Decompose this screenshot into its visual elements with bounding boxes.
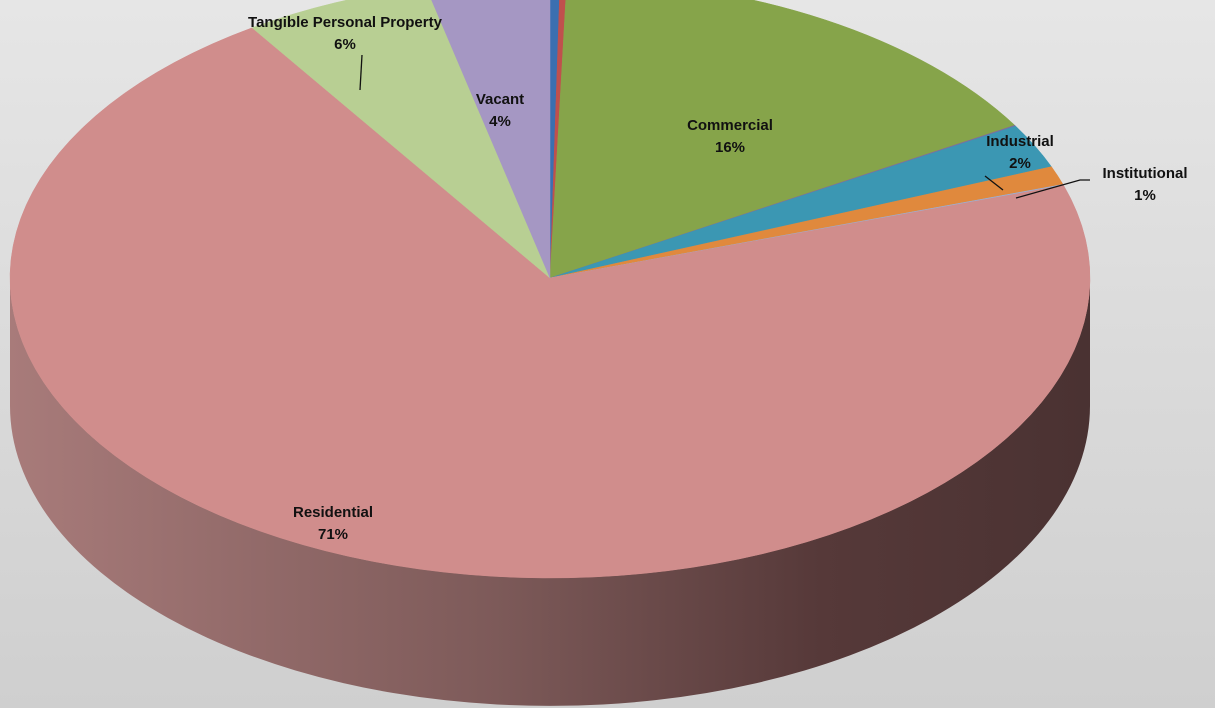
- pie-slice-vacant: [431, 0, 551, 279]
- slice-label-name-industrial: Industrial: [986, 133, 1054, 150]
- slice-label-value-commercial: 16%: [715, 139, 745, 156]
- slice-label-value-industrial: 2%: [1009, 155, 1031, 172]
- leader-line-institutional: [1015, 179, 1090, 199]
- pie-slice-slice-1: [549, 0, 566, 279]
- leader-line-industrial: [984, 175, 1004, 191]
- slice-label-name-residential: Residential: [293, 504, 373, 521]
- pie-side-wall: [10, 278, 1090, 706]
- slice-label-value-institutional: 1%: [1134, 187, 1156, 204]
- pie-slice-commercial: [549, 0, 1016, 279]
- slice-label-name-vacant: Vacant: [476, 91, 524, 108]
- slice-label-value-residential: 71%: [318, 526, 348, 543]
- slice-label-name-tangible-personal-property: Tangible Personal Property: [248, 14, 443, 31]
- pie-slice-residential: [9, 27, 1091, 579]
- leader-line-tangible-personal-property: [359, 54, 363, 91]
- pie-slice-tangible-personal-property: [251, 0, 551, 279]
- slice-label-name-institutional: Institutional: [1103, 165, 1188, 182]
- slice-label-value-vacant: 4%: [489, 113, 511, 130]
- slice-label-value-tangible-personal-property: 6%: [334, 36, 356, 53]
- slice-label-name-commercial: Commercial: [687, 117, 773, 134]
